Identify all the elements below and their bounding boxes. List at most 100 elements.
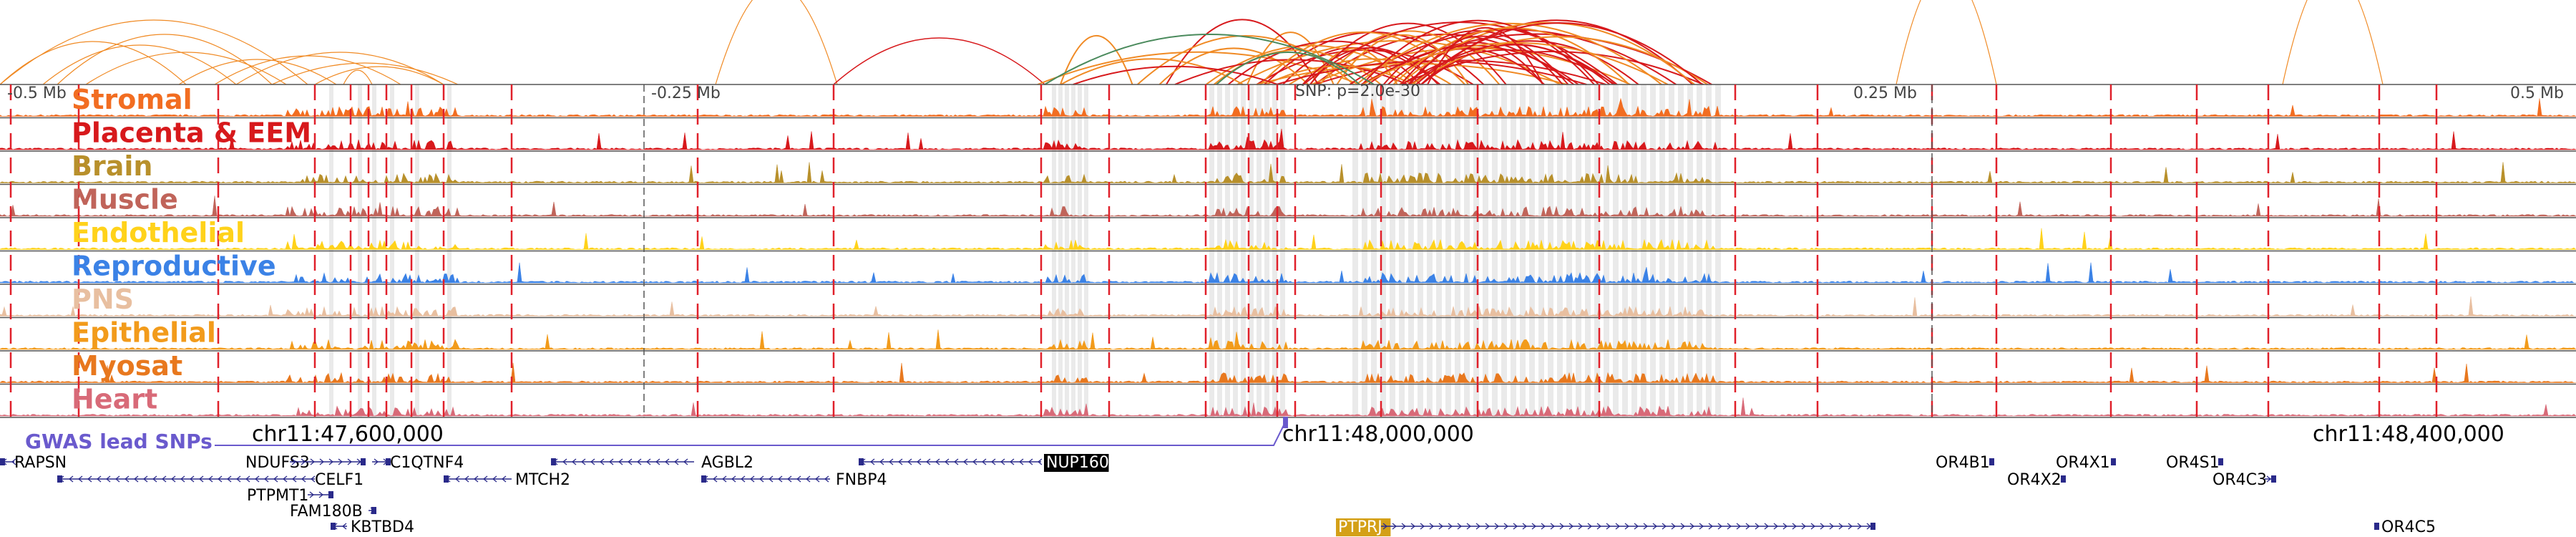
strand-arrow (310, 475, 316, 483)
loop-arc (1392, 27, 1630, 85)
snp-label: SNP: p=2.0e-30 (1295, 82, 1420, 100)
strand-arrow (1634, 523, 1639, 530)
loop-arc (1362, 19, 1595, 85)
track-label: PNS (72, 284, 134, 315)
strand-arrow (114, 475, 120, 483)
strand-arrow (1606, 523, 1611, 530)
strand-arrow (1531, 523, 1537, 530)
track-signal (0, 397, 2576, 417)
coordinate-labels: chr11:47,600,000 chr11:48,000,000 chr11:… (252, 422, 2504, 447)
loop-arc (1259, 31, 1465, 85)
strand-arrow (580, 458, 586, 465)
loop-arc (1060, 34, 1133, 85)
strand-arrow (618, 458, 623, 465)
strand-arrow (664, 458, 670, 465)
strand-arrow (731, 475, 736, 483)
loop-arc (1400, 35, 1563, 85)
gene-exon (328, 491, 333, 498)
strand-arrow (1848, 523, 1853, 530)
loop-arc (2282, 0, 2384, 85)
strand-arrow (1541, 523, 1546, 530)
strand-arrow (309, 491, 315, 498)
strand-arrow (328, 458, 334, 465)
strand-arrow (814, 475, 820, 483)
loop-arc (314, 66, 444, 85)
loop-arc (1420, 40, 1639, 85)
loop-arc (1037, 51, 1360, 85)
strand-arrow (1680, 523, 1686, 530)
strand-arrow (1401, 523, 1407, 530)
strand-arrow (180, 475, 185, 483)
strand-arrow (1615, 523, 1621, 530)
gene-label: OR4X1 (2056, 454, 2110, 472)
strand-arrow (869, 458, 875, 465)
strand-arrow (1708, 523, 1714, 530)
strand-arrow (972, 458, 977, 465)
strand-arrow (897, 458, 903, 465)
gwas-label: GWAS lead SNPs (25, 430, 213, 453)
gene-exon (1989, 458, 1994, 465)
strand-arrow (1503, 523, 1509, 530)
strand-arrow (740, 475, 746, 483)
strand-arrow (916, 458, 922, 465)
strand-arrow (68, 475, 74, 483)
strand-arrow (1410, 523, 1416, 530)
gene-label: PTPRJ (1338, 518, 1382, 536)
strand-arrow (1028, 458, 1033, 465)
strand-arrow (87, 475, 92, 483)
strand-arrow (1494, 523, 1500, 530)
strand-arrow (1485, 523, 1491, 530)
strand-arrow (990, 458, 996, 465)
strand-arrow (786, 475, 792, 483)
gene-label: CELF1 (315, 471, 364, 489)
track-label: Stromal (72, 84, 192, 115)
strand-arrow (464, 475, 469, 483)
track-label: Brain (72, 150, 152, 182)
loop-arc (178, 59, 337, 85)
axis-tick-label: 0.5 Mb (2510, 84, 2564, 102)
gwas-snp-marker (1283, 417, 1288, 428)
strand-arrow (161, 475, 167, 483)
gene-label: OR4B1 (1936, 454, 1990, 472)
loop-arc (1415, 22, 1703, 85)
loop-arc (1174, 59, 1408, 85)
loop-arc (1158, 47, 1309, 85)
strand-arrow (1382, 523, 1388, 530)
loop-arc (1401, 49, 1616, 85)
gwas-connector-line (215, 422, 1286, 446)
track-label: Muscle (72, 184, 178, 216)
track-signal (0, 128, 2576, 151)
strand-arrow (152, 475, 157, 483)
strand-arrow (245, 475, 250, 483)
strand-arrow (636, 458, 642, 465)
gene-label: RAPSN (14, 454, 67, 472)
gene-exon (2061, 475, 2066, 483)
strand-arrow (562, 458, 567, 465)
strand-arrow (1522, 523, 1528, 530)
strand-arrow (768, 475, 774, 483)
strand-arrow (888, 458, 894, 465)
gene-exon (57, 475, 62, 483)
track-label: Reproductive (72, 251, 276, 282)
loop-arc (343, 69, 373, 85)
strand-arrow (1810, 523, 1816, 530)
strand-arrow (254, 475, 260, 483)
chromatin-loop-arcs (0, 0, 2384, 85)
strand-arrow (777, 475, 783, 483)
strand-arrow (1829, 523, 1835, 530)
strand-arrow (1559, 523, 1565, 530)
loop-arc (0, 19, 308, 85)
track-label: Endothelial (72, 217, 245, 248)
loop-arc (1309, 22, 1507, 85)
gene-exon (0, 458, 5, 465)
strand-arrow (133, 475, 139, 483)
strand-arrow (291, 475, 297, 483)
gene-label: KBTBD4 (351, 518, 414, 536)
loop-arc (1309, 47, 1398, 85)
strand-arrow (482, 475, 488, 483)
strand-arrow (310, 458, 316, 465)
strand-arrow (1755, 523, 1760, 530)
loop-arc (1216, 52, 1360, 85)
strand-arrow (11, 458, 16, 465)
